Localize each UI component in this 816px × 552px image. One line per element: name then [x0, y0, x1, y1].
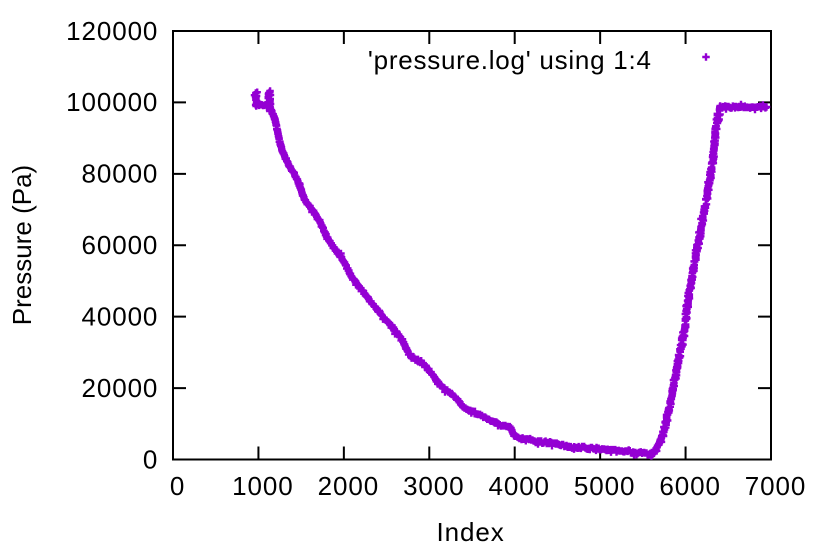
svg-text:60000: 60000	[81, 230, 158, 260]
svg-text:100000: 100000	[66, 87, 158, 117]
svg-text:4000: 4000	[488, 471, 549, 501]
svg-text:0: 0	[143, 444, 158, 474]
svg-text:Pressure (Pa): Pressure (Pa)	[7, 165, 37, 325]
svg-text:0: 0	[170, 471, 185, 501]
svg-text:5000: 5000	[574, 471, 635, 501]
svg-text:80000: 80000	[81, 159, 158, 189]
svg-text:120000: 120000	[66, 16, 158, 46]
svg-text:'pressure.log' using 1:4: 'pressure.log' using 1:4	[368, 45, 652, 75]
svg-text:2000: 2000	[318, 471, 379, 501]
svg-text:1000: 1000	[232, 471, 293, 501]
svg-text:7000: 7000	[745, 471, 806, 501]
svg-text:6000: 6000	[659, 471, 720, 501]
svg-text:40000: 40000	[81, 302, 158, 332]
svg-text:3000: 3000	[403, 471, 464, 501]
svg-text:Index: Index	[437, 517, 505, 547]
svg-text:20000: 20000	[81, 373, 158, 403]
